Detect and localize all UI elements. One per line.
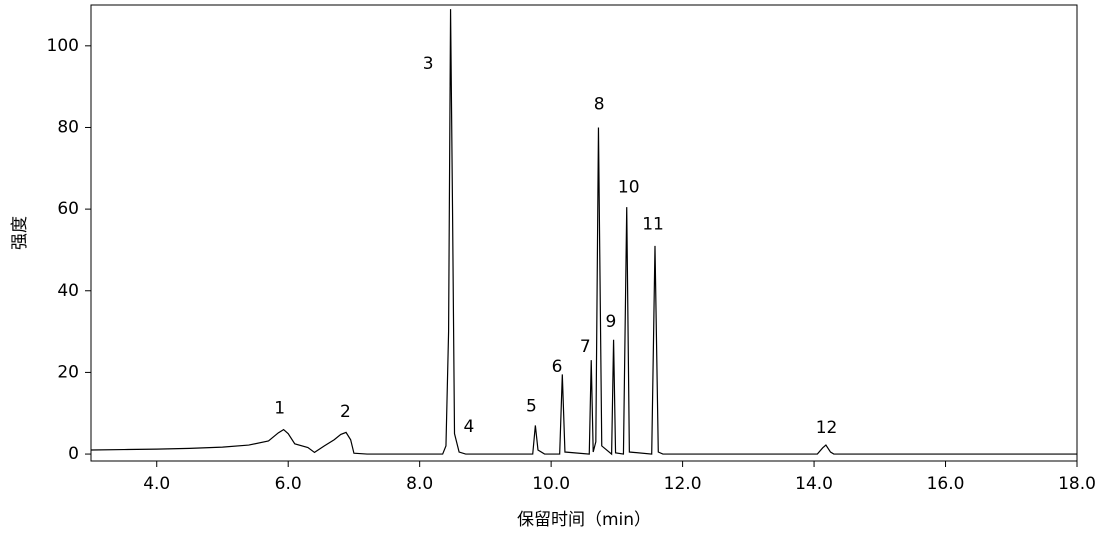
peak-label: 12 (816, 418, 838, 438)
x-tick-label: 4.0 (143, 474, 170, 494)
y-tick-label: 20 (57, 362, 79, 382)
y-tick-label: 100 (47, 36, 79, 56)
trace (90, 9, 1077, 456)
y-tick-label: 40 (57, 281, 79, 301)
x-tick-label: 12.0 (664, 474, 702, 494)
peak-label: 5 (526, 396, 537, 416)
peak-label: 8 (594, 95, 605, 115)
y-tick-label: 0 (68, 444, 79, 464)
x-tick-label: 14.0 (795, 474, 833, 494)
x-tick-label: 6.0 (275, 474, 302, 494)
peak-label: 4 (464, 417, 475, 437)
peak-label: 11 (642, 215, 664, 235)
y-tick-label: 60 (57, 199, 79, 219)
x-tick-label: 8.0 (406, 474, 433, 494)
peak-label: 7 (580, 337, 591, 357)
peak-label: 2 (340, 402, 351, 422)
x-tick-label: 18.0 (1058, 474, 1096, 494)
peak-label: 9 (606, 312, 617, 332)
y-tick-label: 80 (57, 117, 79, 137)
peak-label: 3 (423, 54, 434, 74)
plot-frame (90, 4, 1078, 462)
x-tick-label: 16.0 (927, 474, 965, 494)
x-axis-label: 保留时间（min） (517, 510, 651, 530)
peak-label: 10 (618, 177, 640, 197)
x-tick-label: 10.0 (532, 474, 570, 494)
y-axis-label: 强度 (10, 216, 30, 250)
peak-label: 6 (552, 357, 563, 377)
peak-label: 1 (274, 398, 285, 418)
